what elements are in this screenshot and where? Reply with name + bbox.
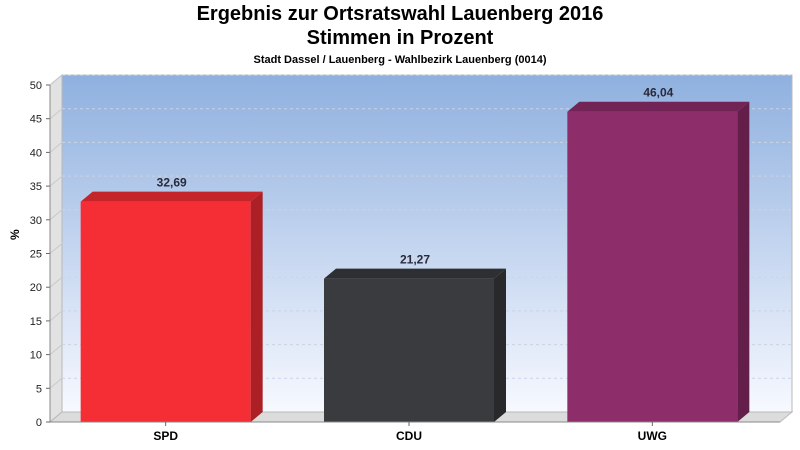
gridline-side [49,344,63,355]
gridline-side [49,310,63,322]
gridline-side [49,108,63,120]
x-tick-label: SPD [153,429,178,443]
x-tick-label: UWG [638,429,667,443]
data-label: 46,04 [643,86,673,100]
bar-top [80,191,263,202]
gridline-side [49,377,63,389]
gridline-side [49,74,63,86]
gridline-side [49,142,63,153]
x-tick-label: CDU [396,429,422,443]
y-tick-label: 20 [30,282,42,294]
y-tick-label: 45 [30,114,42,126]
y-tick-label: 15 [30,316,42,328]
bar-front [80,201,251,422]
y-tick-label: 5 [36,383,42,395]
y-tick-label: 0 [36,417,42,429]
gridline-side [49,276,63,288]
bar-front [567,111,738,422]
chart-title: Ergebnis zur Ortsratswahl Lauenberg 2016 [196,3,604,25]
bar-side [737,101,750,422]
chart-subtitle: Stadt Dassel / Lauenberg - Wahlbezirk La… [253,54,547,66]
y-tick-label: 35 [30,181,42,193]
bar-top [567,101,750,112]
y-tick-label: 40 [30,147,42,159]
bar-front [324,278,494,422]
bar-side [494,268,506,422]
data-label: 21,27 [400,253,430,267]
chart-title-line2: Stimmen in Prozent [306,27,494,49]
data-label: 32,69 [157,176,187,190]
bar-spd: 32,69 [80,176,263,422]
y-tick-label: 50 [30,80,42,92]
gridline-side [49,209,63,221]
bar-cdu: 21,27 [324,253,506,422]
gridline-side [49,243,63,254]
bar-top [324,268,506,279]
bar-side [250,191,263,422]
y-tick-label: 10 [30,350,42,362]
y-tick-label: 30 [30,215,42,227]
gridline-side [49,175,63,187]
y-tick-label: 25 [30,249,42,261]
bar-uwg: 46,04 [567,86,750,422]
